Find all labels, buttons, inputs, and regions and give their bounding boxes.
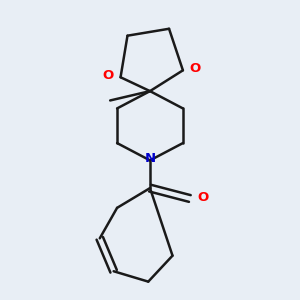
Text: O: O <box>197 191 208 204</box>
Text: N: N <box>144 152 156 165</box>
Text: O: O <box>103 69 114 82</box>
Text: O: O <box>189 62 201 75</box>
